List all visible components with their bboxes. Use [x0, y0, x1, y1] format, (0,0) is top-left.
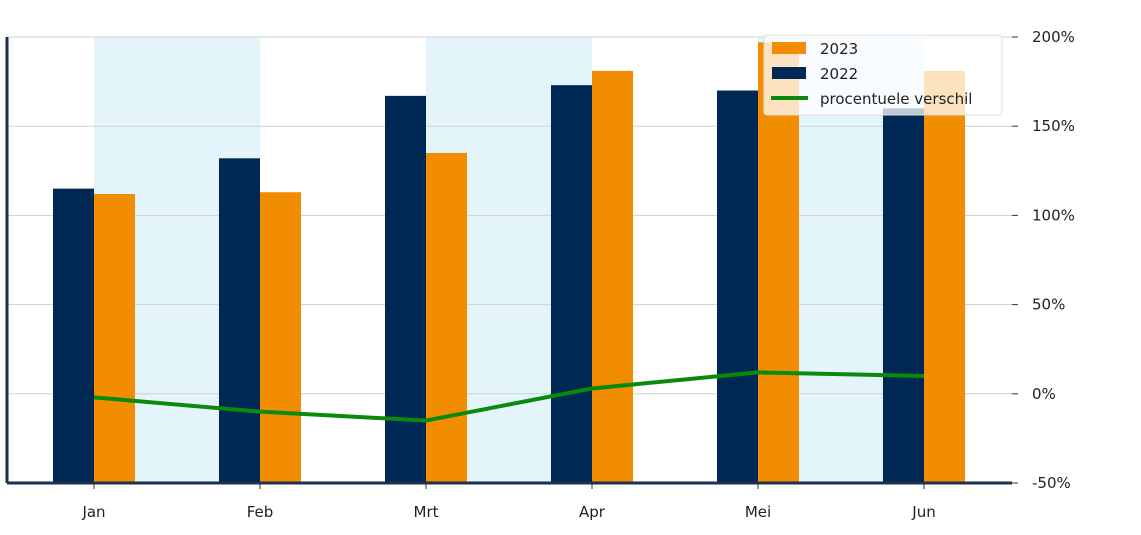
bar-2023-jan	[94, 193, 135, 483]
x-tick-label: Mrt	[414, 503, 439, 521]
bar-2023-feb	[260, 192, 301, 483]
x-tick-label: Apr	[579, 503, 606, 521]
bar-2023-apr	[592, 70, 633, 483]
legend-label: 2022	[820, 65, 858, 83]
bar-2023-mrt	[426, 152, 467, 483]
legend-swatch-2023	[772, 42, 806, 54]
bar-2022-apr	[551, 85, 592, 483]
bar-2022-mrt	[385, 95, 426, 483]
bar-2022-feb	[219, 158, 260, 483]
line-procentuele-verschil	[93, 370, 925, 423]
bar-2022-jun	[883, 108, 924, 484]
y-tick-label: 100%	[1032, 206, 1075, 224]
y-tick-label: 0%	[1032, 385, 1056, 403]
x-tick-label: Jan	[81, 503, 105, 521]
x-tick-label: Jun	[911, 503, 935, 521]
bar-2023-mei	[758, 42, 799, 484]
legend-box	[763, 34, 1003, 116]
legend-label: 2023	[820, 40, 858, 58]
bar-2022-jan	[53, 188, 94, 483]
y-tick-label: 150%	[1032, 117, 1075, 135]
y-tick-label: 50%	[1032, 296, 1065, 314]
y-tick-label: 200%	[1032, 28, 1075, 46]
x-tick-label: Mei	[745, 503, 771, 521]
legend-swatch-2022	[772, 67, 806, 79]
legend-label: procentuele verschil	[820, 90, 972, 108]
x-tick-label: Feb	[247, 503, 274, 521]
bar-2023-jun	[924, 70, 965, 483]
bar-2022-mei	[717, 90, 758, 484]
y-tick-label: -50%	[1032, 474, 1071, 492]
